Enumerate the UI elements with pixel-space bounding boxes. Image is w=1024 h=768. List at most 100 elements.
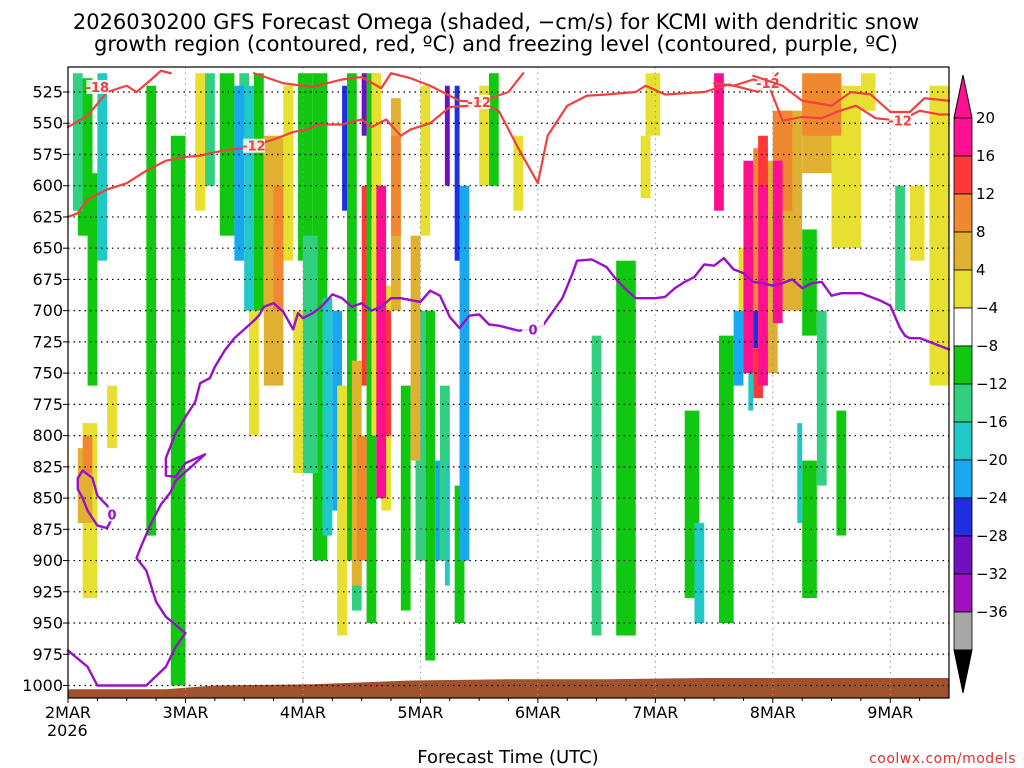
x-tick-label: 4MAR bbox=[280, 703, 326, 722]
gridlines bbox=[68, 67, 949, 698]
freezing-level-contours: 00 bbox=[66, 256, 951, 687]
omega-shade-cell bbox=[479, 85, 489, 186]
x-axis: 2MAR 3MAR 4MAR 5MAR 6MAR 7MAR 8MAR 9MAR bbox=[45, 698, 921, 722]
colorbar-bottom-triangle bbox=[953, 649, 973, 694]
y-tick-label: 600 bbox=[32, 176, 63, 195]
omega-shade-cell bbox=[640, 135, 651, 199]
omega-shade-cell bbox=[420, 85, 431, 236]
dgz-contour-label: -12 bbox=[242, 140, 266, 155]
colorbar-swatch bbox=[953, 345, 973, 385]
colorbar-swatch bbox=[953, 535, 973, 575]
omega-shade-cell bbox=[733, 310, 744, 386]
omega-shade-cell bbox=[513, 135, 524, 211]
y-tick-label: 675 bbox=[32, 270, 63, 289]
omega-shade-cell bbox=[895, 185, 905, 311]
omega-shade-cell bbox=[337, 385, 347, 636]
chart-title-line-2: growth region (contoured, red, ºC) and f… bbox=[94, 32, 898, 56]
omega-shade-cell bbox=[366, 73, 377, 624]
colorbar-swatch bbox=[953, 307, 973, 347]
y-axis: 525 550 575 600 625 650 675 700 725 750 775 800 825 8… bbox=[22, 82, 68, 695]
y-tick-label: 700 bbox=[32, 301, 63, 320]
credit-text: coolwx.com/models bbox=[869, 751, 1016, 767]
x-axis-title: Forecast Time (UTC) bbox=[417, 747, 598, 768]
colorbar-label: −12 bbox=[976, 375, 1008, 393]
chart-title-line-1: 2026030200 GFS Forecast Omega (shaded, −… bbox=[73, 10, 919, 34]
dgz-contours: -18 -12 -12 -12 -12 bbox=[66, 69, 951, 219]
x-tick-label: 9MAR bbox=[867, 703, 913, 722]
y-tick-label: 525 bbox=[32, 82, 63, 101]
omega-shade-cell bbox=[753, 310, 759, 349]
omega-shade-cell bbox=[253, 73, 264, 311]
colorbar-swatch bbox=[953, 117, 973, 157]
omega-shade-cell bbox=[97, 73, 108, 261]
freezing-contour-label-bg bbox=[521, 322, 544, 337]
colorbar-swatch bbox=[953, 383, 973, 423]
colorbar-label: −16 bbox=[976, 413, 1008, 431]
x-tick-label: 2MAR bbox=[45, 703, 91, 722]
omega-shade-cell bbox=[219, 73, 235, 236]
omega-shade-cell bbox=[454, 85, 460, 261]
omega-shade-cell bbox=[772, 160, 783, 324]
omega-shade-cell bbox=[758, 135, 768, 211]
omega-shade-cell bbox=[929, 85, 949, 386]
x-tick-label: 6MAR bbox=[515, 703, 561, 722]
y-tick-label: 625 bbox=[32, 207, 63, 226]
omega-shade-cell bbox=[435, 460, 440, 561]
omega-shade-cell bbox=[205, 73, 215, 186]
colorbar-label: −20 bbox=[976, 451, 1008, 469]
y-tick-label: 550 bbox=[32, 114, 63, 133]
omega-shade-cell bbox=[444, 460, 450, 586]
omega-shade-cell bbox=[909, 185, 925, 261]
y-tick-label: 925 bbox=[32, 582, 63, 601]
x-tick-label: 7MAR bbox=[632, 703, 678, 722]
colorbar-swatch bbox=[953, 155, 973, 195]
omega-shade-cell bbox=[356, 435, 367, 561]
y-tick-label: 1000 bbox=[22, 676, 63, 695]
omega-shade-cell bbox=[743, 160, 754, 374]
freezing-contour-label: 0 bbox=[108, 508, 117, 523]
colorbar-label: 16 bbox=[976, 147, 995, 165]
omega-shade-cell bbox=[293, 310, 303, 474]
dgz-contour-label: -12 bbox=[467, 96, 491, 111]
y-tick-label: 950 bbox=[32, 614, 63, 633]
omega-shade-cell bbox=[802, 229, 817, 336]
y-tick-label: 975 bbox=[32, 645, 63, 664]
x-tick-label: 3MAR bbox=[162, 703, 208, 722]
colorbar-legend: 20 16 12 8 4 −4 −8 −12 −16 −20 −24 −28 −32 −36 bbox=[953, 74, 1008, 694]
x-tick-label: 8MAR bbox=[750, 703, 796, 722]
x-tick-label: 5MAR bbox=[397, 703, 443, 722]
colorbar-label: −32 bbox=[976, 565, 1008, 583]
omega-shade-cell bbox=[302, 235, 318, 474]
y-tick-label: 575 bbox=[32, 145, 63, 164]
y-tick-label: 825 bbox=[32, 457, 63, 476]
omega-shade-cell bbox=[410, 235, 421, 461]
omega-shade-cell bbox=[234, 85, 245, 261]
y-tick-label: 750 bbox=[32, 364, 63, 383]
omega-shade-cell bbox=[342, 85, 347, 211]
freezing-contour-label: 0 bbox=[528, 323, 537, 338]
omega-shade-cell bbox=[298, 73, 313, 261]
colorbar-swatch bbox=[953, 231, 973, 271]
omega-shade-cell bbox=[376, 185, 387, 499]
terrain-fill bbox=[68, 678, 949, 698]
dgz-contour-label-bg bbox=[468, 94, 491, 109]
freezing-contour-line bbox=[66, 256, 951, 687]
omega-shade-cell bbox=[645, 73, 661, 136]
colorbar-label: −36 bbox=[976, 603, 1008, 621]
dgz-contour-label: -12 bbox=[888, 115, 912, 130]
omega-shade-cell bbox=[616, 260, 636, 636]
omega-shade-cell bbox=[107, 385, 117, 449]
omega-shade-cell bbox=[82, 435, 93, 474]
colorbar-label: 8 bbox=[976, 223, 986, 241]
omega-shade-cell bbox=[758, 185, 768, 386]
colorbar-label: −8 bbox=[976, 337, 998, 355]
y-tick-label: 850 bbox=[32, 489, 63, 508]
omega-shade-cell bbox=[797, 423, 803, 524]
omega-shade-cell bbox=[361, 73, 367, 136]
dgz-contour-label: -18 bbox=[86, 81, 110, 96]
omega-shade-cell bbox=[346, 73, 357, 561]
y-tick-label: 900 bbox=[32, 551, 63, 570]
x-axis-year-label: 2026 bbox=[47, 721, 88, 740]
omega-shade-cell bbox=[249, 310, 259, 436]
